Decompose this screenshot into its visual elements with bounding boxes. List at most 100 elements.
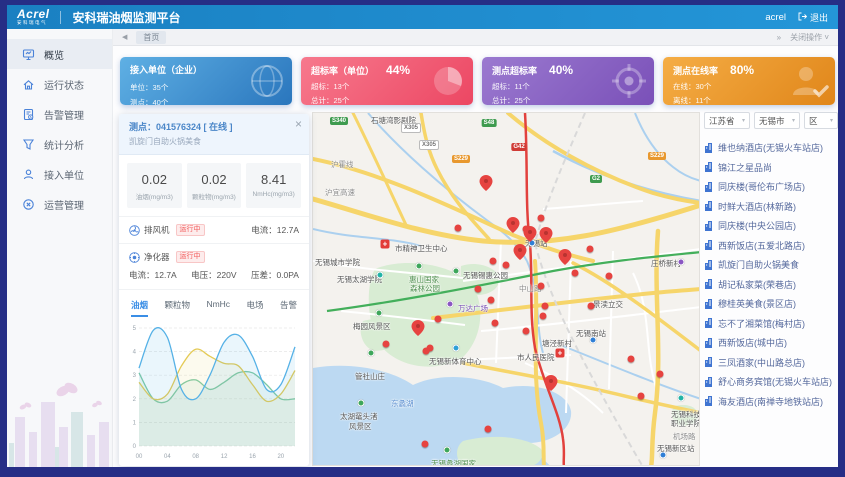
region-select-1[interactable]: 无锡市 ▾ [754,112,800,129]
map-marker-dot[interactable] [421,440,429,448]
metro-station-icon [446,300,454,308]
map-marker-dot[interactable] [426,344,434,352]
stat-card-0[interactable]: 接入单位（企业） 单位：35个 测点：40个 [120,57,292,105]
site-list-item[interactable]: 穆桂英美食(景区店) [704,294,838,314]
map-marker-dot[interactable] [487,296,495,304]
sidebar-item-stats-analysis[interactable]: 统计分析 [7,129,112,159]
stat-card-1[interactable]: 超标率（单位） 44% 超标：13个 总计：25个 [301,57,473,105]
map-marker-dot[interactable] [382,340,390,348]
map-label: 无锡南站 [576,329,606,338]
map-marker-dot[interactable] [537,214,545,222]
card-stat-row: 超标：13个 [311,81,350,91]
select-value: 无锡市 [759,115,785,126]
site-list-item[interactable]: 锦江之星品尚 [704,158,838,178]
city-skyline-decoration [9,382,109,467]
stat-card-3[interactable]: 测点在线率 80% 在线：30个 离线：11个 [663,57,835,105]
site-list-item[interactable]: 同庆楼(哥伦布广场店) [704,177,838,197]
card-header: 测点在线率 80% [673,63,825,77]
monitor-tab-2[interactable]: NmHc [206,299,231,309]
map-label: 沪宜高速 [325,188,355,197]
building-icon [704,318,713,329]
site-list-item[interactable]: 海友酒店(南禅寺地铁站店) [704,392,838,412]
sidebar-item-run-status[interactable]: 运行状态 [7,69,112,99]
tabs-back-icon[interactable]: ◀ [122,34,128,41]
site-name: 舒心商务宾馆(无锡火车站店) [718,377,832,388]
metric-label: 油烟(mg/m3) [135,194,173,201]
map-marker-dot[interactable] [587,302,595,310]
map-marker-pin[interactable] [539,227,553,243]
site-list-item[interactable]: 忘不了湘菜馆(梅村店) [704,314,838,334]
map-marker-dot[interactable] [537,282,545,290]
road-shield: S229 [647,152,667,160]
tabs-forward-icon[interactable]: » [776,32,782,42]
site-list-item[interactable]: 同庆楼(中央公园店) [704,216,838,236]
map-marker-dot[interactable] [422,347,430,355]
svg-text:5: 5 [133,326,137,332]
map-marker-pin[interactable] [411,320,425,336]
map-marker-dot[interactable] [522,327,530,335]
sidebar-item-overview[interactable]: 概览 [7,39,112,69]
site-list-item[interactable]: 西新饭店(五爱北路店) [704,236,838,256]
site-list-item[interactable]: 舒心商务宾馆(无锡火车站店) [704,372,838,392]
monitor-tab-3[interactable]: 电场 [246,300,264,310]
site-list-item[interactable]: 西新饭店(城中店) [704,333,838,353]
site-name: 西新饭店(城中店) [718,338,787,349]
card-header: 超标率（单位） 44% [311,63,463,77]
sidebar-item-access-units[interactable]: 接入单位 [7,159,112,189]
map-marker-pin[interactable] [506,217,520,233]
map-marker-dot[interactable] [454,224,462,232]
map-marker-dot[interactable] [491,319,499,327]
building-icon [704,259,713,270]
monitor-tab-1[interactable]: 颗粒物 [164,300,190,310]
map-label: 无锡站 [525,239,548,248]
monitor-tab-0[interactable]: 油烟 [131,299,149,317]
map-marker-dot[interactable] [605,272,613,280]
map-marker-dot[interactable] [474,285,482,293]
tab-home[interactable]: 首页 [136,30,167,44]
site-list-item[interactable]: 胡记私家菜(荣巷店) [704,275,838,295]
site-name: 西新饭店(五爱北路店) [718,240,805,251]
map-marker-pin[interactable] [558,249,572,265]
map-canvas[interactable]: 石塘湾影剧院 沪霍线 沪宜高速 市精神卫生中心 无锡城市学院 无锡太湖学院 惠山国家 森林公园… [312,112,700,466]
monitor-tab-4[interactable]: 告警 [279,300,297,310]
map-marker-dot[interactable] [637,392,645,400]
sidebar-item-label: 运营管理 [44,200,84,212]
close-icon[interactable]: × [294,117,302,131]
map-marker-dot[interactable] [571,269,579,277]
map-label: 东蠡湖 [391,399,414,408]
tab-actions-dropdown[interactable]: 关闭操作 ˅ [790,32,829,43]
map-label: 无锡太湖学院 [337,275,382,284]
map-marker-dot[interactable] [656,370,664,378]
poi-icon [375,309,383,317]
site-list-item[interactable]: 三凤酒家(中山路总店) [704,353,838,373]
region-select-0[interactable]: 江苏省 ▾ [704,112,750,129]
map-label: 无锡新区站 [657,444,695,453]
sidebar-item-operation-mgmt[interactable]: 运营管理 [7,189,112,219]
map-marker-pin[interactable] [513,244,527,260]
map-marker-pin[interactable] [479,175,493,191]
region-select-2[interactable]: 区 ▾ [804,112,838,129]
stat-card-2[interactable]: 测点超标率 40% 超标：11个 总计：25个 [482,57,654,105]
map-marker-pin[interactable] [523,226,537,242]
map-marker-dot[interactable] [627,355,635,363]
svg-text:00: 00 [136,454,143,460]
map-marker-dot[interactable] [434,315,442,323]
svg-text:04: 04 [164,454,171,460]
site-list-item[interactable]: 维也纳酒店(无锡火车站店) [704,138,838,158]
sidebar-item-alarm-mgmt[interactable]: 告警管理 [7,99,112,129]
site-list-item[interactable]: 凯旋门自助火锅美食 [704,255,838,275]
purifier-stat: 电压：220V [191,270,237,280]
card-stat-row: 离线：11个 [673,96,711,105]
map-label: 沪霍线 [331,160,354,169]
map-marker-dot[interactable] [586,245,594,253]
username[interactable]: acrel [765,11,786,23]
map-marker-dot[interactable] [539,312,547,320]
map-marker-dot[interactable] [502,261,510,269]
map-marker-dot[interactable] [541,302,549,310]
map-marker-pin[interactable] [544,375,558,391]
map-marker-dot[interactable] [489,257,497,265]
site-list-item[interactable]: 时鲜大酒店(林新路) [704,197,838,217]
building-icon [704,279,713,290]
map-marker-dot[interactable] [484,425,492,433]
logout-button[interactable]: 退出 [798,11,828,24]
